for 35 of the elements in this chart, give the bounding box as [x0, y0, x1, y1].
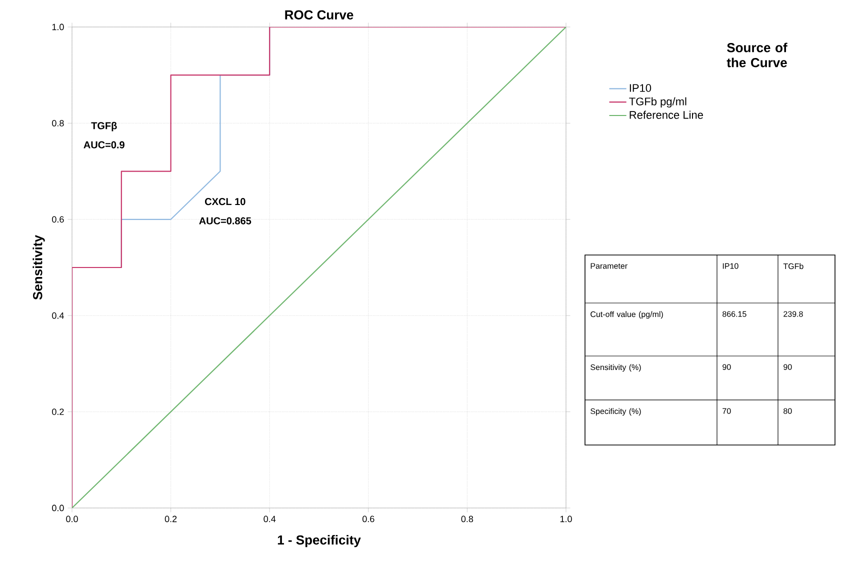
text: 70 [722, 408, 731, 414]
y-tick-label: 1.0 [52, 24, 64, 30]
text: 866.15 [722, 311, 746, 317]
y-tick-label: 0.4 [52, 312, 64, 319]
text: Sensitivity (%) [590, 364, 641, 372]
x-axis-title: 1 - Specificity [278, 535, 361, 548]
x-tick-label: 0.0 [66, 516, 78, 522]
text: IP10 [722, 263, 738, 269]
text: TGFb [783, 263, 804, 270]
x-tick-label: 0.8 [461, 516, 474, 522]
annotation: AUC=0.865 [199, 217, 252, 224]
chart-title: ROC Curve [285, 10, 354, 20]
legend-title: Source of the Curve [726, 42, 788, 68]
text: Specificity (%) [590, 408, 641, 416]
legend-label: IP10 [630, 84, 652, 92]
text: Cut-off value (pg/ml) [590, 311, 663, 319]
x-tick-label: 0.2 [164, 516, 177, 522]
text: 90 [784, 364, 792, 370]
legend-label: TGFb pg/ml [629, 97, 686, 108]
text: Parameter [590, 263, 628, 269]
x-tick-label: 1.0 [560, 516, 572, 522]
y-tick-label: 0.6 [52, 216, 64, 223]
annotation: CXCL 10 [204, 198, 246, 206]
annotation: AUC=0.9 [84, 141, 124, 148]
legend-label: Reference Line [630, 110, 703, 119]
x-tick-label: 0.4 [264, 516, 276, 522]
y-tick-label: 0.8 [52, 120, 64, 126]
annotation: TGFβ [91, 122, 117, 132]
y-tick-label: 0.0 [52, 504, 64, 512]
y-tick-label: 0.2 [52, 408, 64, 415]
x-tick-label: 0.6 [362, 516, 374, 522]
text: 239.8 [784, 311, 803, 317]
y-axis-title: Sensitivity [32, 235, 45, 300]
text: 90 [722, 364, 731, 370]
text: 80 [784, 408, 792, 414]
